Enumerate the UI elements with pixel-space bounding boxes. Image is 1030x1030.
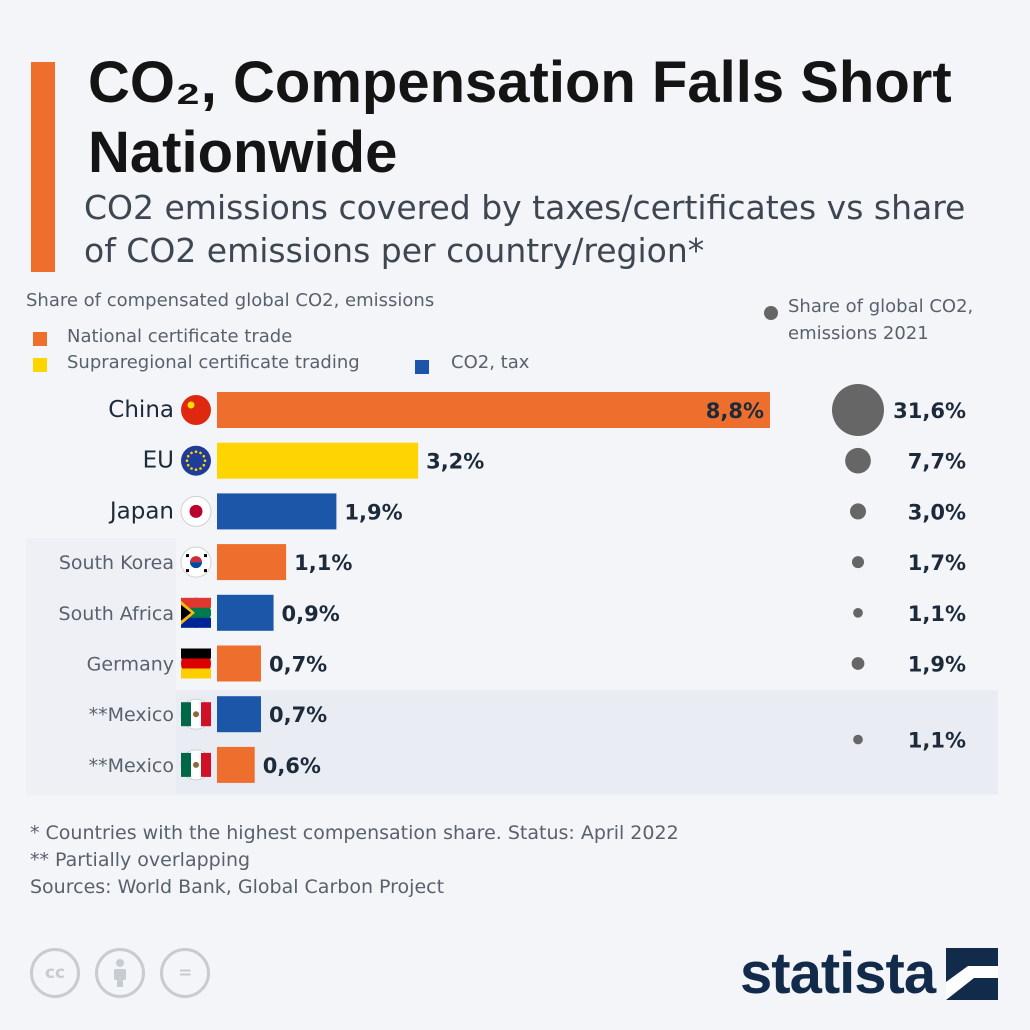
mexico-flag-red [201, 702, 211, 727]
footnote-overlap: ** Partially overlapping [30, 849, 251, 871]
category-label: **Mexico [89, 755, 174, 777]
bubble-value-label: 31,6% [893, 399, 966, 423]
statista-logo-icon [946, 948, 998, 1000]
category-label: EU [143, 448, 174, 474]
footnotes: * Countries with the highest compensatio… [30, 820, 950, 901]
eu-flag-star [190, 467, 193, 470]
emission-bubble [853, 607, 863, 618]
eu-flag-star [185, 459, 189, 462]
eu-flag-star [202, 463, 206, 467]
category-label: South Korea [59, 552, 174, 574]
bubble-legend-label: Share of global CO2, emissions 2021 [788, 296, 974, 344]
legend-swatch-tax [415, 360, 429, 374]
bar [217, 442, 419, 479]
china-flag-star [187, 401, 195, 409]
emission-bubble [851, 556, 865, 569]
category-label: China [108, 397, 174, 423]
bar [217, 544, 287, 581]
emission-bubble [832, 384, 884, 436]
legend-swatch-supraregional [33, 358, 47, 372]
bar [217, 493, 337, 530]
emission-bubble [849, 503, 867, 520]
eu-flag-star [194, 468, 198, 471]
mexico-flag-emblem [193, 711, 199, 718]
category-label: Germany [87, 654, 174, 676]
mexico-flag-green [181, 702, 191, 727]
category-label: **Mexico [89, 704, 174, 726]
eu-flag-star [203, 459, 207, 462]
bar-value-label: 8,8% [706, 399, 764, 423]
bar [217, 746, 255, 783]
south-korea-flag-trigram [204, 554, 207, 558]
bar-chart: China 8,8% EU 3,2% Japan 1,9% South Korea 1,1% S… [26, 384, 998, 796]
cc-icon[interactable]: cc [30, 948, 80, 998]
no-derivatives-icon[interactable]: = [160, 948, 211, 998]
south-korea-flag-trigram [186, 554, 189, 558]
eu-flag-star [186, 463, 190, 467]
china-flag [181, 395, 211, 425]
eu-flag-star [186, 454, 190, 458]
bar [217, 645, 261, 682]
legend-swatch-national [33, 332, 47, 346]
bubble-value-label: 1,1% [908, 602, 966, 626]
eu-flag-star [190, 451, 193, 455]
mexico-flag-emblem [193, 761, 199, 768]
bar-value-label: 3,2% [426, 450, 484, 474]
japan-flag-sun [189, 504, 203, 518]
south-africa-flag-green [181, 609, 211, 616]
bubble-legend-dot [764, 306, 778, 320]
germany-flag-black [181, 648, 211, 659]
row-panel-left [26, 538, 176, 796]
bubble-value-label: 1,1% [908, 729, 966, 753]
bar-value-label: 1,9% [344, 500, 402, 524]
footnote-countries: * Countries with the highest compensatio… [30, 822, 679, 844]
mexico-flag-red [201, 752, 211, 777]
south-korea-flag-trigram [204, 569, 207, 573]
legend-label-national: National certificate trade [67, 326, 293, 347]
attribution-icon[interactable] [95, 948, 146, 998]
south-korea-flag-red [190, 556, 202, 563]
statista-logo[interactable]: statista [740, 941, 936, 1006]
bar-value-label: 0,9% [282, 602, 340, 626]
germany-flag-gold [181, 668, 211, 679]
bubble-value-label: 1,9% [908, 653, 966, 677]
license-icons: cc = [30, 948, 220, 998]
emission-bubble [853, 734, 863, 745]
legend-label-tax: CO2, tax [451, 352, 530, 373]
chart-subtitle: CO2 emissions covered by taxes/certifica… [84, 188, 966, 270]
bar [217, 392, 770, 428]
eu-flag [181, 445, 211, 476]
eu-flag-star [202, 454, 206, 458]
south-korea-flag-trigram [186, 569, 189, 573]
bubble-value-label: 1,7% [908, 551, 966, 575]
south-africa-flag-red [181, 597, 211, 608]
bar [217, 594, 274, 631]
bar-value-label: 0,7% [269, 653, 327, 677]
chart-title: CO₂, Compensation Falls Short Nationwide [88, 50, 952, 185]
emission-bubble [851, 657, 865, 670]
bar-value-label: 0,6% [263, 754, 321, 778]
bar-value-label: 0,7% [269, 703, 327, 727]
bar-value-label: 1,1% [294, 551, 352, 575]
bubble-value-label: 7,7% [908, 450, 966, 474]
south-africa-flag-black [181, 604, 191, 621]
eu-flag-star [199, 467, 202, 470]
category-label: South Africa [59, 603, 174, 625]
south-africa-flag-blue [181, 617, 211, 628]
legend-heading: Share of compensated global CO2, emissio… [26, 290, 435, 311]
bar [217, 696, 261, 733]
emission-bubble [845, 447, 871, 474]
category-label: Japan [108, 498, 174, 524]
footnote-sources: Sources: World Bank, Global Carbon Proje… [30, 876, 445, 898]
mexico-flag-green [181, 752, 191, 777]
bubble-value-label: 3,0% [908, 500, 966, 524]
title-accent-bar [31, 62, 55, 272]
eu-flag-star [194, 450, 198, 453]
legend-label-supraregional: Supraregional certificate trading [67, 352, 360, 373]
eu-flag-star [199, 451, 202, 455]
south-korea-flag-blue [190, 562, 202, 569]
